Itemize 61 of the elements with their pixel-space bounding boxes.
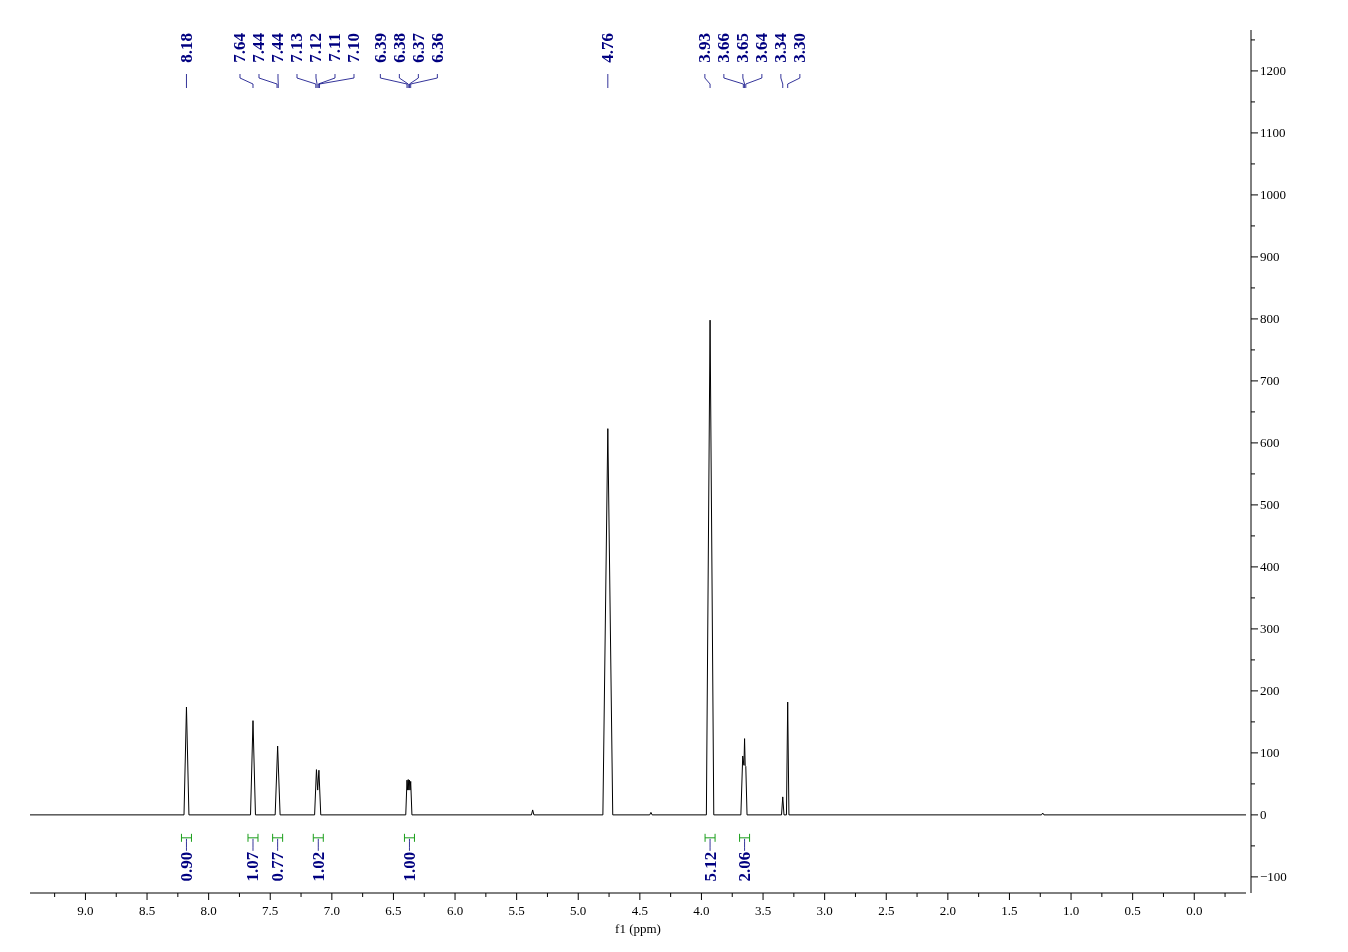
x-tick-label: 5.0 [570, 903, 587, 918]
x-tick-label: 0.0 [1186, 903, 1203, 918]
y-tick-label: −100 [1260, 869, 1287, 885]
annotation: 3.66 [714, 33, 734, 63]
x-tick-label: 1.5 [1001, 903, 1018, 918]
annotation: 3.30 [790, 33, 810, 63]
y-tick-label: 300 [1260, 621, 1280, 637]
x-tick-label: 6.5 [385, 903, 402, 918]
x-axis-title: f1 (ppm) [615, 921, 661, 936]
annotation: 7.44 [268, 32, 288, 63]
x-tick-label: 0.5 [1124, 903, 1141, 918]
annotation: 6.38 [389, 33, 409, 63]
x-tick-label: 7.5 [262, 903, 279, 918]
annotation: 1.02 [308, 851, 328, 882]
annotation: 7.12 [306, 33, 326, 63]
y-tick-label: 0 [1260, 807, 1267, 823]
annotation: 2.06 [735, 851, 755, 882]
y-tick-label: 1000 [1260, 187, 1286, 203]
annotation: 8.18 [176, 33, 196, 63]
annotation: 7.64 [230, 32, 250, 63]
annotation: 7.44 [249, 32, 269, 63]
x-tick-label: 7.0 [323, 903, 340, 918]
annotation: 1.00 [399, 851, 419, 882]
x-tick-label: 1.0 [1062, 903, 1080, 918]
annotation: 3.64 [752, 32, 772, 63]
x-tick-label: 4.5 [631, 903, 648, 918]
y-tick-label: 1100 [1260, 125, 1286, 141]
line-series [29, 319, 1247, 816]
y-tick-label: 400 [1260, 559, 1280, 575]
y-tick-label: 800 [1260, 311, 1280, 327]
x-tick-label: 9.0 [77, 903, 94, 918]
annotation: 3.65 [733, 33, 753, 63]
y-tick-label: 900 [1260, 249, 1280, 265]
annotation: 4.76 [598, 33, 618, 63]
x-tick-label: 5.5 [508, 903, 525, 918]
y-tick-label: 200 [1260, 683, 1280, 699]
annotation: 6.39 [370, 33, 390, 63]
y-tick-label: 600 [1260, 435, 1280, 451]
x-tick-label: 6.0 [446, 903, 464, 918]
annotation: 3.34 [771, 32, 791, 63]
x-tick-label: 4.0 [693, 903, 710, 918]
annotation: 6.36 [427, 33, 447, 63]
annotation: 7.10 [344, 33, 364, 63]
y-tick-label: 500 [1260, 497, 1280, 513]
x-tick-label: 3.0 [816, 903, 833, 918]
annotation: 3.93 [695, 33, 715, 63]
x-tick-label: 2.0 [939, 903, 956, 918]
y-tick-label: 700 [1260, 373, 1280, 389]
annotation: 7.13 [287, 33, 307, 63]
y-tick-label: 100 [1260, 745, 1280, 761]
annotation: 5.12 [700, 851, 720, 882]
annotation: 7.11 [325, 33, 345, 62]
x-tick-label: 8.0 [200, 903, 217, 918]
annotation: 0.77 [268, 851, 288, 882]
annotation: 0.90 [176, 851, 196, 882]
annotation: 6.37 [408, 32, 428, 63]
x-tick-label: 3.5 [754, 903, 772, 918]
y-tick-label: 1200 [1260, 63, 1286, 79]
x-tick-label: 8.5 [138, 903, 156, 918]
x-tick-label: 2.5 [878, 903, 895, 918]
annotation: 1.07 [243, 851, 263, 882]
